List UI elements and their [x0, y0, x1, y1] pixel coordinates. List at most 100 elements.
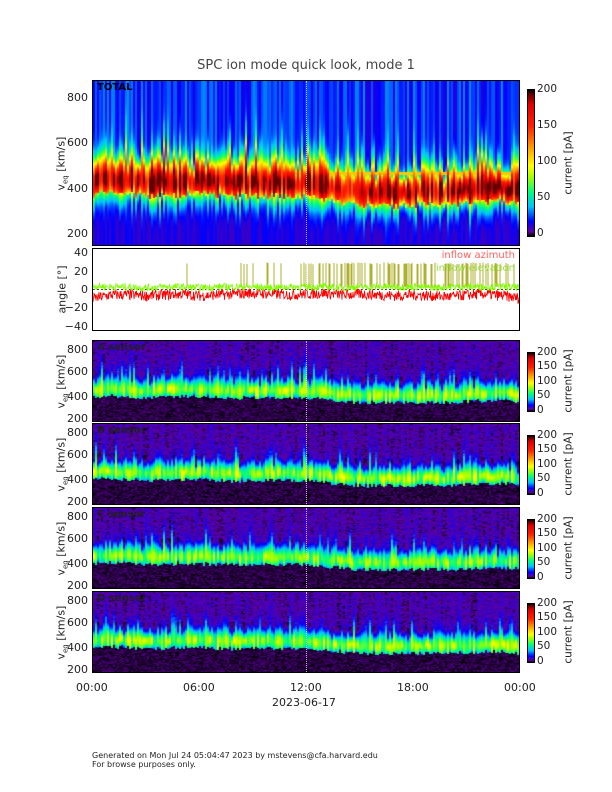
colorbar [527, 603, 535, 663]
y-axis-label: veq [km/s] [54, 355, 69, 409]
y-tick: 800 [67, 425, 88, 439]
panel-label: A sensor [97, 342, 146, 353]
y-tick: 800 [67, 509, 88, 523]
y-tick: −40 [64, 319, 88, 333]
panel-label: B sensor [97, 425, 146, 436]
y-label-sub: eq [61, 393, 70, 403]
x-tick-0: 00:00 [76, 681, 108, 694]
colorbar-tick: 0 [537, 486, 544, 499]
colorbar-tick: 100 [537, 625, 558, 638]
y-tick: 400 [67, 181, 88, 195]
y-tick: 400 [67, 556, 88, 570]
y-axis-label: angle [°] [55, 264, 69, 314]
colorbar-tick: 150 [537, 360, 558, 372]
y-tick: 400 [67, 389, 88, 403]
colorbar [527, 435, 535, 495]
x-tick-1: 06:00 [183, 681, 215, 694]
y-tick: 400 [67, 640, 88, 654]
colorbar-tick: 50 [537, 389, 551, 401]
noon-marker [306, 341, 307, 421]
y-tick: 800 [67, 342, 88, 356]
legend-elevation: inflow elevation [435, 263, 515, 274]
y-axis-label: veq [km/s] [54, 522, 69, 576]
colorbar-tick: 150 [537, 443, 558, 455]
y-label-v: v [54, 485, 68, 492]
y-label-v: v [54, 402, 68, 409]
y-tick: 600 [67, 447, 88, 461]
y-label-v: v [54, 653, 68, 660]
colorbar-tick: 0 [537, 654, 544, 667]
colorbar-tick: 50 [537, 190, 551, 203]
y-tick: 0 [81, 283, 88, 296]
y-label-sub: eq [61, 175, 70, 185]
colorbar-tick: 100 [537, 457, 558, 470]
noon-marker [306, 424, 307, 504]
colorbar [527, 519, 535, 579]
panel-d-sensor: D sensor [92, 591, 520, 673]
colorbar-tick: 100 [537, 374, 558, 387]
y-label-sub: eq [61, 476, 70, 486]
figure-title: SPC ion mode quick look, mode 1 [197, 58, 415, 73]
colorbar [527, 89, 535, 237]
colorbar-tick: 50 [537, 556, 551, 568]
panel-label: C sensor [97, 509, 146, 520]
colorbar-tick: 0 [537, 226, 544, 239]
colorbar-label: current [pA] [562, 600, 575, 664]
colorbar-label: current [pA] [562, 516, 575, 580]
panel-label: TOTAL [97, 82, 133, 93]
colorbar-tick: 150 [537, 527, 558, 539]
colorbar-tick: 200 [537, 345, 558, 358]
colorbar-tick: 50 [537, 640, 551, 652]
legend-azimuth: inflow azimuth [441, 250, 515, 261]
noon-marker [306, 81, 307, 245]
colorbar-tick: 100 [537, 541, 558, 554]
colorbar-label: current [pA] [562, 432, 575, 496]
noon-marker [306, 249, 307, 330]
y-axis-label: veq [km/s] [54, 137, 69, 191]
colorbar-label: current [pA] [562, 349, 575, 413]
y-axis-label: veq [km/s] [54, 606, 69, 660]
y-label-unit: [km/s] [54, 354, 68, 390]
date-label: 2023-06-17 [272, 696, 336, 709]
y-tick: 20 [74, 264, 88, 278]
noon-marker [306, 508, 307, 588]
y-tick: 200 [67, 227, 88, 241]
x-tick-3: 18:00 [397, 681, 429, 694]
noon-marker [306, 592, 307, 672]
y-label-sub: eq [61, 560, 70, 570]
y-tick: 200 [67, 494, 88, 508]
y-tick: 400 [67, 472, 88, 486]
y-tick: 200 [67, 662, 88, 676]
elevation-spikes [186, 262, 515, 288]
y-tick: 600 [67, 531, 88, 545]
panel-total: TOTAL [92, 80, 520, 246]
y-tick: 40 [74, 246, 88, 260]
y-axis-label: veq [km/s] [54, 438, 69, 492]
panel-c-sensor: C sensor [92, 507, 520, 589]
y-tick: 600 [67, 615, 88, 629]
colorbar-tick: 200 [537, 82, 558, 95]
y-label-v: v [54, 569, 68, 576]
y-tick: 800 [67, 593, 88, 607]
footer-browse: For browse purposes only. [92, 760, 196, 769]
x-tick-2: 12:00 [290, 681, 322, 694]
y-label-unit: [km/s] [54, 136, 68, 172]
panel-label: D sensor [97, 593, 147, 604]
colorbar-tick: 150 [537, 611, 558, 623]
y-tick: 200 [67, 411, 88, 425]
y-label-unit: [km/s] [54, 605, 68, 641]
y-tick: 600 [67, 136, 88, 150]
y-label-sub: eq [61, 644, 70, 654]
panel-a-sensor: A sensor [92, 340, 520, 422]
y-tick: 200 [67, 578, 88, 592]
x-tick-4: 00:00 [504, 681, 536, 694]
footer-generated: Generated on Mon Jul 24 05:04:47 2023 by… [92, 751, 378, 760]
y-label-unit: [km/s] [54, 521, 68, 557]
y-label-unit: [km/s] [54, 437, 68, 473]
panel-angle: inflow azimuth inflow elevation [92, 248, 520, 331]
colorbar [527, 352, 535, 412]
colorbar-tick: 150 [537, 118, 558, 131]
colorbar-tick: 200 [537, 428, 558, 441]
colorbar-tick: 200 [537, 596, 558, 609]
